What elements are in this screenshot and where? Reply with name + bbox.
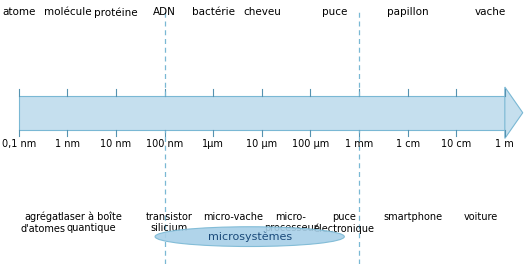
Ellipse shape bbox=[155, 227, 345, 246]
FancyBboxPatch shape bbox=[19, 96, 505, 130]
Text: puce
électronique: puce électronique bbox=[314, 211, 375, 234]
Text: 10 nm: 10 nm bbox=[100, 139, 132, 149]
Text: laser à boîte
quantique: laser à boîte quantique bbox=[62, 211, 122, 233]
Text: papillon: papillon bbox=[387, 7, 429, 17]
Text: 0,1 nm: 0,1 nm bbox=[2, 139, 36, 149]
Text: 100 μm: 100 μm bbox=[292, 139, 329, 149]
Text: voiture: voiture bbox=[463, 211, 498, 222]
Text: 10 μm: 10 μm bbox=[246, 139, 277, 149]
Text: 1 cm: 1 cm bbox=[396, 139, 420, 149]
Text: smartphone: smartphone bbox=[383, 211, 442, 222]
Text: protéine: protéine bbox=[94, 7, 138, 18]
Text: micro-
processeur: micro- processeur bbox=[264, 211, 318, 233]
Text: 10 cm: 10 cm bbox=[441, 139, 471, 149]
Text: 1μm: 1μm bbox=[203, 139, 224, 149]
Text: cheveu: cheveu bbox=[243, 7, 281, 17]
Text: 1 nm: 1 nm bbox=[55, 139, 80, 149]
Text: atome: atome bbox=[2, 7, 36, 17]
Text: agrégat
d'atomes: agrégat d'atomes bbox=[21, 211, 66, 234]
Text: ADN: ADN bbox=[153, 7, 176, 17]
Text: bactérie: bactérie bbox=[192, 7, 235, 17]
Text: 1 mm: 1 mm bbox=[345, 139, 373, 149]
Text: vache: vache bbox=[474, 7, 506, 17]
Text: molécule: molécule bbox=[44, 7, 92, 17]
Text: micro-vache: micro-vache bbox=[203, 211, 262, 222]
Text: microsystèmes: microsystèmes bbox=[208, 231, 292, 242]
Text: puce: puce bbox=[322, 7, 348, 17]
Text: 1 m: 1 m bbox=[495, 139, 514, 149]
Text: transistor
silicium: transistor silicium bbox=[146, 211, 193, 233]
Text: 100 nm: 100 nm bbox=[146, 139, 183, 149]
Polygon shape bbox=[505, 87, 523, 138]
